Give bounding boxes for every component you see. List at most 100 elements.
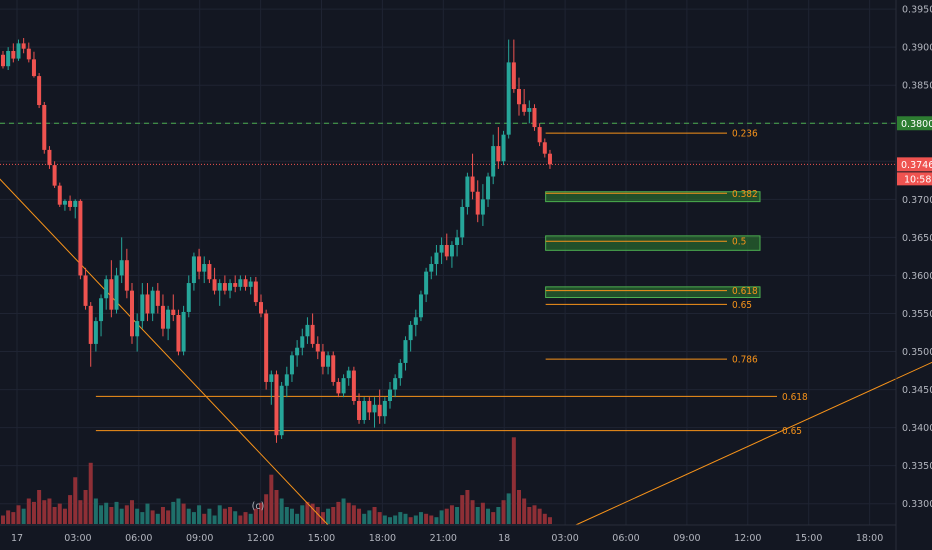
- volume-bar: [248, 513, 253, 524]
- volume-bar: [202, 513, 207, 524]
- time-tick-label: 09:00: [673, 533, 700, 544]
- candle-body: [424, 271, 429, 295]
- volume-bar: [140, 512, 145, 524]
- volume-bar: [511, 437, 516, 524]
- candle-body: [341, 378, 346, 394]
- volume-bar: [537, 508, 542, 524]
- candle-body: [264, 313, 269, 382]
- candle-body: [480, 199, 485, 215]
- time-tick-label: 18: [498, 533, 510, 544]
- candle-body: [238, 279, 243, 287]
- volume-bars: [1, 437, 552, 524]
- candle-body: [104, 279, 109, 299]
- candle-body: [496, 146, 501, 162]
- volume-bar: [253, 508, 258, 524]
- volume-bar: [68, 495, 73, 524]
- fib-level-label: 0.618: [782, 392, 808, 403]
- candle-body: [68, 200, 73, 207]
- fib-zones: [545, 191, 761, 299]
- candle-body: [186, 283, 191, 312]
- candle-body: [429, 264, 434, 272]
- candle-body: [114, 275, 119, 310]
- volume-bar: [455, 507, 460, 524]
- price-tick-label: 0.3350: [902, 461, 932, 472]
- candle-body: [202, 264, 207, 272]
- candle-body: [222, 283, 227, 291]
- volume-bar: [413, 515, 418, 524]
- resistance-price-label: 0.3800: [901, 119, 932, 130]
- price-axis[interactable]: 0.39500.39000.38500.38000.37500.37000.36…: [895, 0, 932, 550]
- candle-body: [455, 237, 460, 245]
- volume-bar: [264, 494, 269, 524]
- candle-body: [284, 374, 289, 386]
- volume-bar: [207, 508, 212, 524]
- candle-body: [26, 48, 31, 60]
- candle-body: [16, 43, 21, 59]
- volume-bar: [150, 510, 155, 524]
- volume-bar: [197, 505, 202, 524]
- volume-bar: [491, 512, 496, 524]
- volume-bar: [310, 503, 315, 524]
- fib-level-label: 0.236: [732, 129, 758, 140]
- candle-body: [547, 153, 552, 165]
- candle-body: [517, 89, 521, 105]
- time-tick-label: 03:00: [551, 533, 578, 544]
- volume-bar: [21, 508, 26, 524]
- time-tick-label: 17: [11, 533, 23, 544]
- time-axis[interactable]: 17 03:00 06:00 09:00 12:00 15:00 18:00 21:00 18 0…: [0, 524, 896, 544]
- candle-body: [351, 370, 356, 401]
- candle-body: [403, 340, 408, 363]
- volume-bar: [42, 500, 47, 524]
- volume-bar: [486, 508, 491, 524]
- candle-body: [336, 381, 341, 394]
- candle-body: [171, 309, 176, 315]
- candle-body: [486, 176, 491, 200]
- volume-bar: [186, 508, 191, 524]
- volume-bar: [506, 493, 511, 524]
- candle-body: [367, 400, 372, 413]
- volume-bar: [449, 505, 454, 524]
- candle-body: [470, 176, 475, 192]
- volume-bar: [315, 507, 320, 524]
- price-tick-label: 0.3400: [902, 423, 932, 434]
- volume-bar: [166, 510, 171, 524]
- volume-bar: [460, 495, 465, 524]
- volume-bar: [160, 507, 165, 524]
- volume-bar: [228, 507, 233, 524]
- overlay-lines: [0, 122, 932, 526]
- trendline: [575, 361, 932, 526]
- volume-bar: [83, 490, 88, 524]
- volume-bar: [6, 510, 11, 524]
- candle-body: [449, 245, 454, 257]
- volume-bar: [233, 511, 238, 524]
- volume-bar: [119, 508, 124, 524]
- candle-body: [99, 298, 104, 322]
- candle-body: [320, 351, 325, 367]
- volume-bar: [26, 498, 31, 524]
- trendline: [0, 178, 329, 526]
- time-tick-label: 18:00: [369, 533, 396, 544]
- volume-bar: [259, 502, 263, 524]
- candle-body: [37, 76, 42, 105]
- volume-bar: [517, 490, 521, 524]
- candle-body: [248, 281, 253, 287]
- candle-body: [88, 305, 93, 344]
- volume-bar: [367, 510, 372, 524]
- candle-body: [176, 315, 181, 352]
- time-tick-label: 06:00: [125, 533, 152, 544]
- candle-body: [207, 264, 212, 280]
- fib-level-label: 0.618: [732, 286, 758, 297]
- candle-body: [305, 324, 310, 337]
- time-tick-label: 18:00: [856, 533, 883, 544]
- volume-bar: [191, 512, 196, 524]
- candle-body: [413, 317, 418, 325]
- candle-body: [274, 374, 279, 436]
- price-tick-label: 0.3900: [902, 43, 932, 54]
- volume-bar: [465, 490, 470, 524]
- volume-bar: [522, 498, 527, 524]
- candle-body: [124, 260, 129, 291]
- candle-body: [212, 279, 217, 291]
- candle-body: [372, 404, 377, 413]
- candle-body: [6, 50, 11, 67]
